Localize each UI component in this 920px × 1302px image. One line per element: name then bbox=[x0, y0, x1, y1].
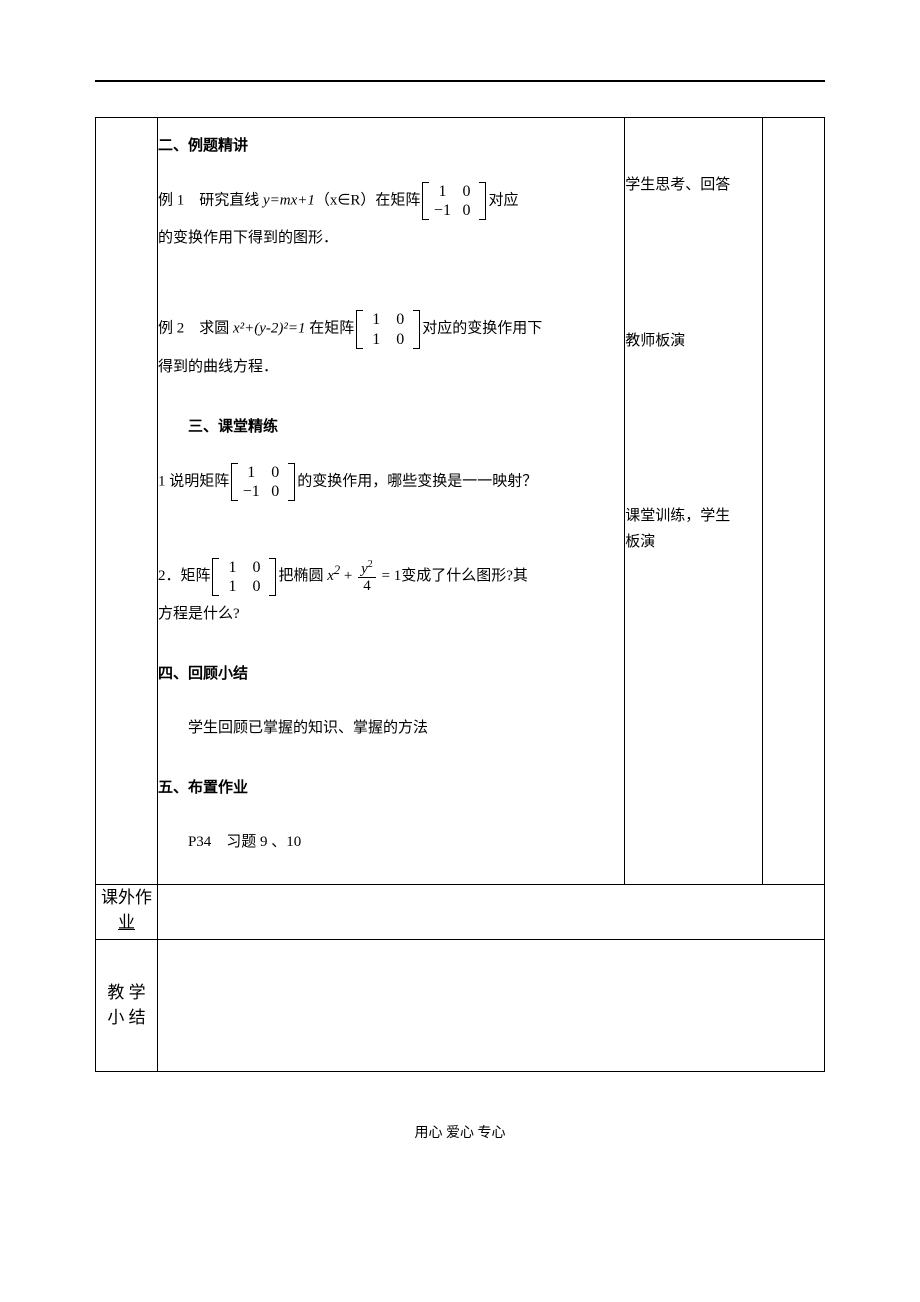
ex1-mid: （x∈R）在矩阵 bbox=[315, 193, 421, 209]
homework-label-cell: 课外作 业 bbox=[96, 884, 158, 939]
top-rule bbox=[95, 80, 825, 82]
summary-row: 教 学 小 结 bbox=[96, 939, 825, 1071]
example-1: 例 1 研究直线 y=mx+1（x∈R）在矩阵10−10对应 的变换作用下得到的… bbox=[158, 182, 624, 256]
ex1-pre: 例 1 研究直线 bbox=[158, 193, 263, 209]
m2-r2c2: 0 bbox=[388, 330, 412, 349]
ex2-pre: 例 2 求圆 bbox=[158, 321, 233, 337]
m1-r2c2: 0 bbox=[454, 201, 478, 220]
p2-pre: 2．矩阵 bbox=[158, 568, 211, 584]
matrix-4: 1010 bbox=[212, 558, 276, 596]
homework-label-a: 课外作 bbox=[101, 888, 152, 907]
matrix-3: 10−10 bbox=[231, 463, 295, 501]
practice-2: 2．矩阵1010把椭圆 x2 + y24 = 1变成了什么图形?其 方程是什么? bbox=[158, 555, 624, 632]
summary-label-b: 小 结 bbox=[107, 1008, 145, 1027]
p2-line2: 方程是什么? bbox=[158, 606, 240, 622]
m1-r2c1: −1 bbox=[430, 201, 454, 220]
matrix-1: 10−10 bbox=[422, 182, 486, 220]
side-note-2: 教师板演 bbox=[625, 329, 762, 355]
m3-r2c2: 0 bbox=[263, 482, 287, 501]
section-4-title: 四、回顾小结 bbox=[158, 656, 624, 692]
practice-1: 1 说明矩阵10−10的变换作用，哪些变换是一一映射？ bbox=[158, 463, 624, 501]
m3-r1c2: 0 bbox=[263, 463, 287, 482]
m1-r1c2: 0 bbox=[454, 182, 478, 201]
p1-pre: 1 说明矩阵 bbox=[158, 473, 229, 489]
page-footer: 用心 爱心 专心 bbox=[95, 1122, 825, 1142]
section-3-title: 三、课堂精练 bbox=[188, 409, 624, 445]
ex1-post: 对应 bbox=[488, 193, 518, 209]
ex2-eq: x²+(y-2)²=1 bbox=[233, 321, 306, 337]
m2-r2c1: 1 bbox=[364, 330, 388, 349]
section-5-title: 五、布置作业 bbox=[158, 770, 624, 806]
example-2: 例 2 求圆 x²+(y-2)²=1 在矩阵1010对应的变换作用下 得到的曲线… bbox=[158, 310, 624, 384]
summary-label-cell: 教 学 小 结 bbox=[96, 939, 158, 1071]
ex2-line2: 得到的曲线方程． bbox=[158, 359, 278, 375]
ex1-eq: y=mx+1 bbox=[263, 193, 315, 209]
p2-post: 变成了什么图形?其 bbox=[401, 568, 528, 584]
section-4-body: 学生回顾已掌握的知识、掌握的方法 bbox=[158, 710, 624, 746]
side-note-3b: 板演 bbox=[625, 530, 762, 556]
p1-post: 的变换作用，哪些变换是一一映射？ bbox=[297, 473, 537, 489]
m4-r1c1: 1 bbox=[220, 558, 244, 577]
section-5-body: P34 习题 9 、10 bbox=[158, 824, 624, 860]
left-margin-cell bbox=[96, 118, 158, 885]
summary-content-cell bbox=[157, 939, 824, 1071]
section-2-title: 二、例题精讲 bbox=[158, 128, 624, 164]
m2-r1c1: 1 bbox=[364, 310, 388, 329]
lesson-table: 二、例题精讲 例 1 研究直线 y=mx+1（x∈R）在矩阵10−10对应 的变… bbox=[95, 117, 825, 1072]
ex2-post: 对应的变换作用下 bbox=[422, 321, 542, 337]
p2-x2: x2 bbox=[327, 568, 340, 584]
m3-r2c1: −1 bbox=[239, 482, 263, 501]
main-content-cell: 二、例题精讲 例 1 研究直线 y=mx+1（x∈R）在矩阵10−10对应 的变… bbox=[157, 118, 624, 885]
matrix-2: 1010 bbox=[356, 310, 420, 348]
p2-fraction: y24 bbox=[358, 559, 376, 595]
m4-r2c2: 0 bbox=[244, 577, 268, 596]
homework-content-cell bbox=[157, 884, 824, 939]
ex1-line2: 的变换作用下得到的图形． bbox=[158, 230, 338, 246]
homework-row: 课外作 业 bbox=[96, 884, 825, 939]
p2-mid: 把椭圆 bbox=[278, 568, 327, 584]
p2-plus: + bbox=[340, 568, 356, 584]
m1-r1c1: 1 bbox=[430, 182, 454, 201]
m4-r2c1: 1 bbox=[220, 577, 244, 596]
m3-r1c1: 1 bbox=[239, 463, 263, 482]
p2-eq-end: = 1 bbox=[378, 568, 401, 584]
homework-label-b: 业 bbox=[118, 913, 135, 932]
right-margin-cell bbox=[763, 118, 825, 885]
m2-r1c2: 0 bbox=[388, 310, 412, 329]
m4-r1c2: 0 bbox=[244, 558, 268, 577]
side-note-1: 学生思考、回答 bbox=[625, 173, 762, 199]
side-note-3a: 课堂训练，学生 bbox=[625, 504, 762, 530]
summary-label-a: 教 学 bbox=[107, 983, 145, 1002]
side-notes-cell: 学生思考、回答 教师板演 课堂训练，学生 板演 bbox=[625, 118, 763, 885]
ex2-mid: 在矩阵 bbox=[306, 321, 355, 337]
